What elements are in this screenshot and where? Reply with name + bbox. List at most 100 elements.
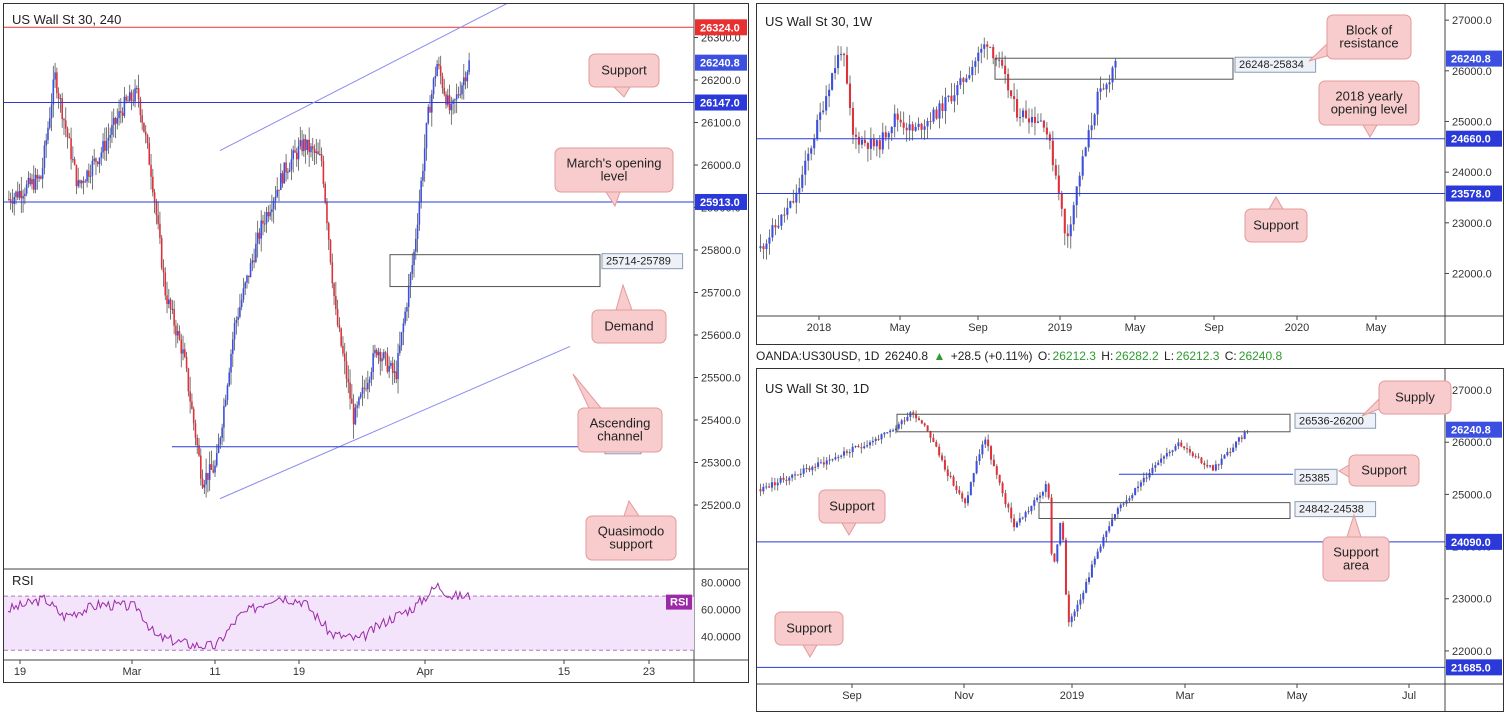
candle-body (1051, 140, 1054, 166)
candle-body (367, 382, 369, 390)
candle-body (267, 212, 270, 217)
candle-body (297, 146, 300, 160)
candle-body (1160, 458, 1163, 463)
demand-zone-box (389, 254, 601, 288)
candle-body (1200, 457, 1203, 464)
candle-body (253, 260, 255, 262)
candle-body (160, 238, 163, 268)
candle-body (144, 131, 147, 136)
candle-body (244, 282, 247, 289)
candle-body (294, 150, 296, 153)
weekly-chart-panel[interactable]: 27000.0 26000.0 25000.0 24000.0 23000.0 22000… (756, 3, 1504, 345)
demand-zone-label-box (601, 253, 684, 270)
price-tick-label: 26200.0 (701, 75, 741, 87)
candle-body (817, 462, 820, 467)
candle-body (1059, 522, 1062, 545)
block-of-resistance-callout-text: Block of (1346, 23, 1393, 38)
candle-body (902, 122, 905, 128)
candle-body (1223, 455, 1226, 459)
candle-body (363, 387, 366, 389)
h4-chart[interactable]: 26300.026200.026100.026000.025900.025800… (4, 4, 748, 682)
quasimodo-callout-text: support (609, 537, 653, 552)
demand-zone-label: 25714-25789 (606, 256, 671, 268)
candle-body (402, 323, 405, 333)
ascending-channel-callout-text: Ascending (590, 416, 651, 431)
candle-body (436, 64, 438, 76)
candle-body (908, 124, 911, 131)
candle-body (1128, 498, 1131, 501)
candle-body (914, 126, 917, 131)
channel-upper-line (219, 4, 508, 151)
candle-body (848, 83, 852, 109)
support-area-zone-label-box (1294, 501, 1377, 518)
candle-body (320, 154, 323, 162)
candle-body (196, 437, 199, 446)
candle-body (1067, 594, 1070, 623)
candle-body (995, 58, 998, 60)
candle-body (900, 420, 903, 425)
candle-body (459, 94, 462, 96)
price-change: +28.5 (+0.11%) (950, 349, 1033, 363)
candle-body (969, 482, 972, 496)
time-tick-label: Mar (123, 666, 142, 678)
candle-body (88, 170, 90, 177)
candle-body (148, 142, 151, 165)
support-25385-callout-text: Support (1361, 463, 1407, 478)
price-level-badge (1446, 185, 1502, 202)
candle-body (159, 223, 161, 239)
candle-body (187, 368, 190, 392)
candle-body (411, 265, 414, 274)
daily-chart-panel[interactable]: 27000.026000.025000.024000.023000.022000… (756, 368, 1504, 712)
candle-body (920, 123, 923, 130)
candle-body (791, 474, 794, 478)
rsi-tick-label: 60.0000 (701, 605, 741, 617)
support-24090-callout-text: Support (829, 499, 875, 514)
candle-body (50, 104, 53, 119)
candle-body (971, 66, 974, 76)
candle-body (351, 398, 353, 404)
candle-body (978, 454, 981, 461)
candle-body (777, 225, 780, 228)
price-tick-label: 24000.0 (1452, 167, 1492, 179)
candle-body (1076, 604, 1079, 612)
candle-body (977, 52, 980, 62)
time-tick-label: 19 (293, 666, 305, 678)
candle-body (1041, 491, 1044, 496)
candle-body (860, 447, 863, 449)
candle-body (24, 193, 26, 197)
high-value: 26282.2 (1115, 349, 1159, 363)
candle-body (794, 474, 797, 476)
high-label: H: (1101, 349, 1114, 363)
candle-body (1064, 539, 1067, 595)
h4-chart-panel[interactable]: 26300.026200.026100.026000.025900.025800… (3, 3, 749, 683)
weekly-chart[interactable]: 27000.0 26000.0 25000.0 24000.0 23000.0 22000… (757, 4, 1503, 344)
candle-body (1114, 60, 1117, 68)
support-callout-text: Support (601, 63, 647, 78)
candle-body (1191, 452, 1194, 457)
candle-body (215, 453, 218, 466)
candle-body (210, 464, 213, 470)
candle-body (890, 127, 893, 134)
time-tick-label: May (1287, 690, 1308, 702)
candle-body (27, 177, 30, 185)
candle-body (304, 139, 307, 151)
price-tick-label: 26300.0 (701, 33, 741, 45)
candle-body (869, 138, 872, 149)
daily-chart[interactable]: 27000.026000.025000.024000.023000.022000… (757, 369, 1503, 711)
symbol-label: OANDA:US30USD, 1D (756, 349, 880, 363)
candle-body (425, 122, 428, 149)
candle-body (66, 128, 69, 137)
candle-body (143, 122, 145, 132)
candle-body (455, 94, 458, 100)
candle-body (941, 455, 944, 460)
candle-body (1096, 551, 1099, 559)
candle-body (446, 95, 449, 105)
candle-body (1053, 553, 1056, 562)
price-tick-label: 22000.0 (1452, 646, 1492, 658)
candle-body (1030, 116, 1034, 123)
candle-body (89, 175, 92, 177)
candle-body (884, 132, 887, 138)
candle-body (352, 403, 355, 425)
candle-body (468, 60, 470, 73)
candle-body (799, 473, 802, 475)
